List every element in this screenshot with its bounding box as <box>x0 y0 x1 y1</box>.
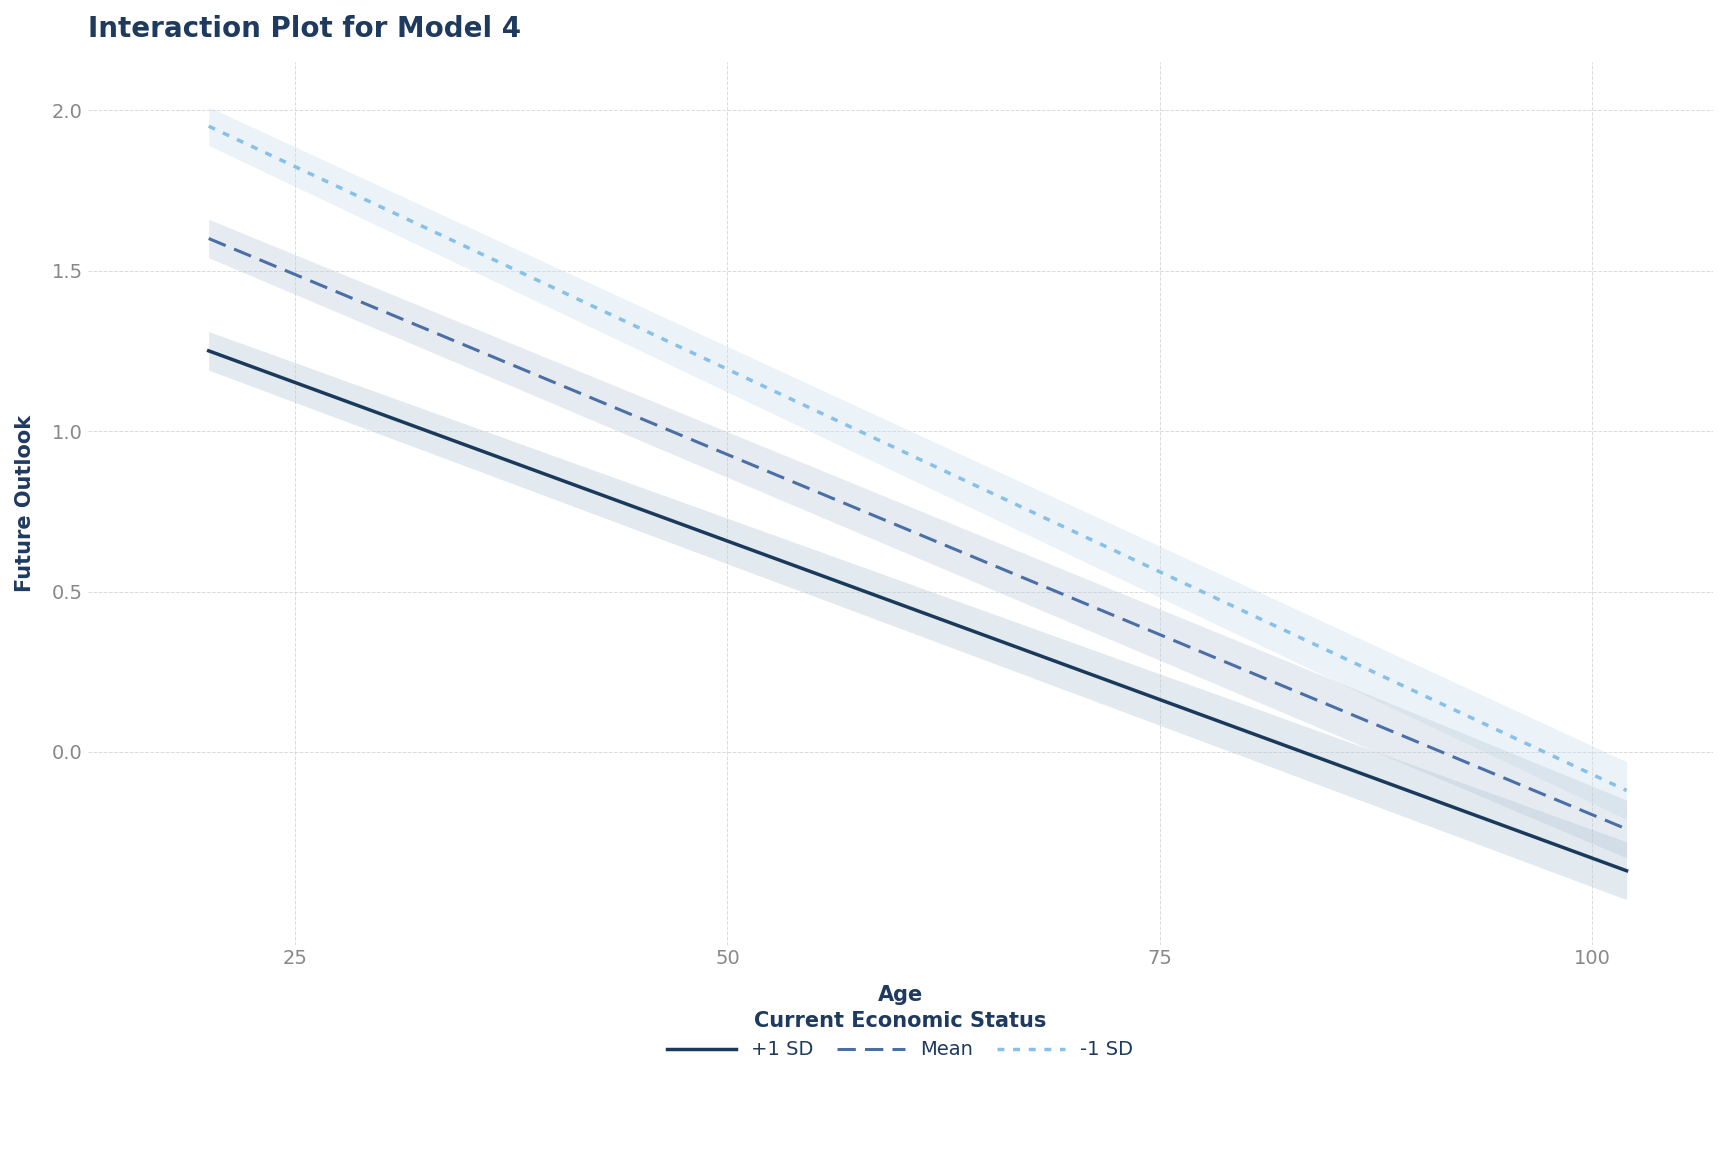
Legend: +1 SD, Mean, -1 SD: +1 SD, Mean, -1 SD <box>660 1003 1140 1067</box>
Text: Interaction Plot for Model 4: Interaction Plot for Model 4 <box>88 15 520 43</box>
Y-axis label: Future Outlook: Future Outlook <box>16 415 35 592</box>
X-axis label: Age: Age <box>878 985 923 1005</box>
